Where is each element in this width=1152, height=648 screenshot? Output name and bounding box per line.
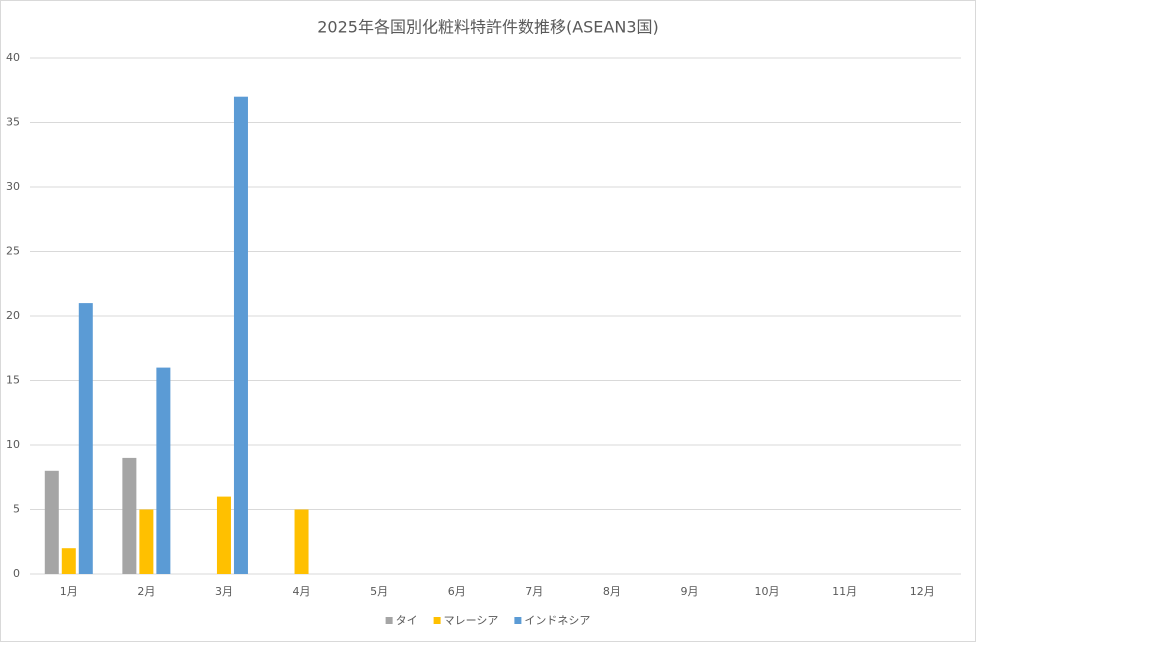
legend-label: マレーシア xyxy=(444,614,499,627)
legend-label: インドネシア xyxy=(524,614,590,627)
x-tick-label: 9月 xyxy=(680,585,698,598)
y-tick-label: 30 xyxy=(6,180,20,193)
legend-swatch xyxy=(433,617,441,624)
bar xyxy=(233,96,248,574)
bar xyxy=(156,367,171,574)
y-tick-label: 40 xyxy=(6,51,20,64)
x-tick-label: 4月 xyxy=(293,585,311,598)
bar xyxy=(139,509,154,574)
x-tick-label: 2月 xyxy=(137,585,155,598)
x-tick-label: 8月 xyxy=(603,585,621,598)
x-tick-label: 10月 xyxy=(755,585,780,598)
x-tick-label: 7月 xyxy=(525,585,543,598)
x-tick-label: 5月 xyxy=(370,585,388,598)
y-tick-label: 5 xyxy=(13,503,20,516)
bar xyxy=(216,496,231,574)
bar xyxy=(78,303,93,574)
x-tick-label: 1月 xyxy=(60,585,78,598)
y-tick-label: 35 xyxy=(6,116,20,129)
chart-title: 2025年各国別化粧料特許件数推移(ASEAN3国) xyxy=(317,18,659,37)
legend-swatch xyxy=(514,617,522,624)
y-tick-label: 0 xyxy=(13,567,20,580)
x-tick-label: 3月 xyxy=(215,585,233,598)
bar xyxy=(122,457,137,574)
x-tick-label: 11月 xyxy=(832,585,857,598)
bar xyxy=(61,548,76,574)
x-tick-label: 12月 xyxy=(910,585,935,598)
y-tick-label: 15 xyxy=(6,374,20,387)
y-tick-label: 25 xyxy=(6,245,20,258)
bar xyxy=(44,470,59,574)
legend-label: タイ xyxy=(396,614,418,627)
y-tick-label: 20 xyxy=(6,309,20,322)
bar xyxy=(294,509,309,574)
legend-swatch xyxy=(385,617,393,624)
y-tick-label: 10 xyxy=(6,438,20,451)
x-tick-label: 6月 xyxy=(448,585,466,598)
